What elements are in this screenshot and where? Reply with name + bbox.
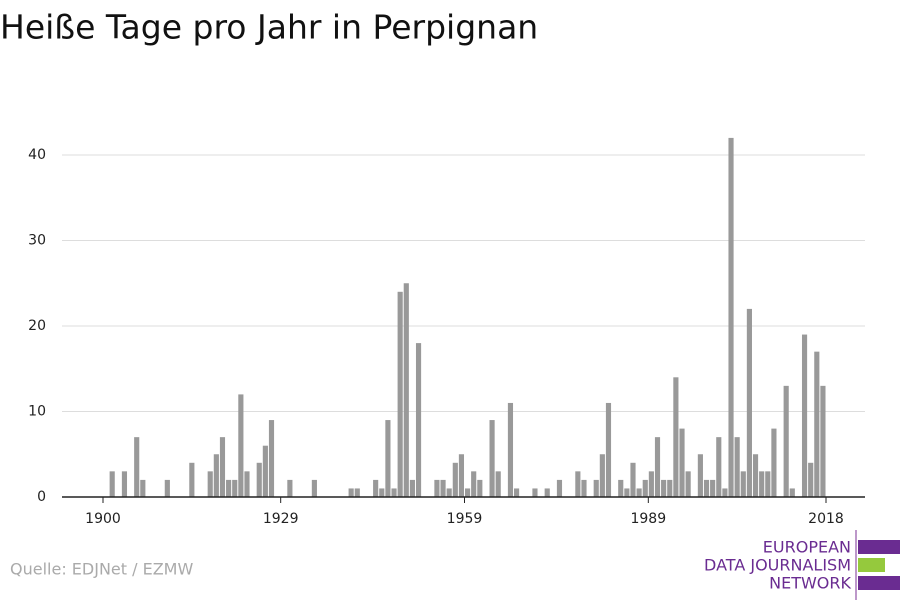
bar: [808, 462, 814, 497]
bar: [575, 471, 581, 497]
bar: [642, 479, 648, 497]
bar: [514, 488, 520, 497]
y-tick-label: 0: [37, 489, 46, 505]
source: Quelle: EDJNet / EZMW: [10, 560, 193, 579]
bar: [697, 454, 703, 497]
x-tick-label: 1989: [630, 511, 666, 527]
bar: [244, 471, 250, 497]
y-tick-label: 30: [28, 233, 46, 249]
x-tick-label: 2018: [808, 511, 844, 527]
bar: [458, 454, 465, 497]
logo-text: NETWORK: [769, 574, 851, 593]
bar: [134, 437, 140, 497]
bar: [728, 137, 734, 497]
bar: [740, 471, 746, 497]
bar: [789, 488, 795, 497]
bar: [109, 471, 115, 497]
bar: [213, 454, 219, 497]
bar: [238, 394, 244, 497]
bar: [648, 471, 654, 497]
bar: [544, 488, 550, 497]
y-tick-label: 40: [28, 147, 46, 163]
bar: [765, 471, 771, 497]
bar: [464, 488, 471, 497]
bar: [532, 488, 538, 497]
bar: [268, 420, 275, 497]
bar: [673, 377, 679, 497]
bar: [219, 437, 226, 497]
bar: [348, 488, 354, 497]
logo-bar: [858, 558, 885, 572]
chart-title: Heiße Tage pro Jahr in Perpignan: [0, 8, 538, 47]
bar: [256, 462, 262, 497]
bar: [783, 385, 789, 497]
bar: [140, 479, 146, 497]
bar: [232, 479, 238, 497]
bar: [679, 428, 685, 497]
bar: [630, 462, 636, 497]
x-tick-label: 1959: [447, 511, 483, 527]
bar: [814, 351, 820, 497]
bar: [373, 479, 379, 497]
bar: [471, 471, 477, 497]
logo-bar: [858, 576, 900, 590]
logo-text: DATA JOURNALISM: [704, 556, 851, 575]
bar: [759, 471, 765, 497]
bar: [581, 479, 587, 497]
bar: [262, 445, 268, 497]
bar: [385, 420, 391, 497]
bar: [636, 488, 642, 497]
bar: [556, 479, 563, 497]
bar: [434, 479, 440, 497]
bar: [654, 437, 661, 497]
bar: [507, 402, 514, 497]
bar: [189, 462, 195, 497]
bar: [354, 488, 360, 497]
bar: [801, 334, 808, 497]
bar: [661, 479, 667, 497]
bar: [605, 402, 612, 497]
bar: [489, 420, 495, 497]
x-tick-label: 1900: [85, 511, 121, 527]
bar: [685, 471, 691, 497]
x-tick-label: 1929: [263, 511, 299, 527]
bar: [391, 488, 397, 497]
bar: [703, 479, 710, 497]
bar: [415, 343, 422, 497]
bar: [722, 488, 728, 497]
bar: [440, 479, 446, 497]
bar: [452, 462, 458, 497]
bar: [716, 437, 722, 497]
logo-text: EUROPEAN: [763, 538, 851, 557]
bar: [746, 308, 752, 497]
bar: [477, 479, 483, 497]
bar: [593, 479, 599, 497]
bar: [397, 291, 403, 497]
y-tick-label: 20: [28, 318, 46, 334]
bar: [495, 471, 501, 497]
bar: [599, 454, 605, 497]
bar: [446, 488, 452, 497]
bar: [409, 479, 415, 497]
y-tick-label: 10: [28, 404, 46, 420]
bar: [624, 488, 630, 497]
bar: [226, 479, 232, 497]
bar: [710, 479, 716, 497]
bar: [311, 479, 317, 497]
bar: [752, 454, 759, 497]
bar: [667, 479, 673, 497]
bar: [121, 471, 128, 497]
bar: [207, 471, 213, 497]
bar: [820, 385, 826, 497]
bar: [771, 428, 777, 497]
bar: [287, 479, 293, 497]
bar: [734, 437, 740, 497]
logo-bar: [858, 540, 900, 554]
bar: [618, 479, 624, 497]
bar: [379, 488, 385, 497]
bar: [403, 283, 409, 497]
bar: [164, 479, 170, 497]
